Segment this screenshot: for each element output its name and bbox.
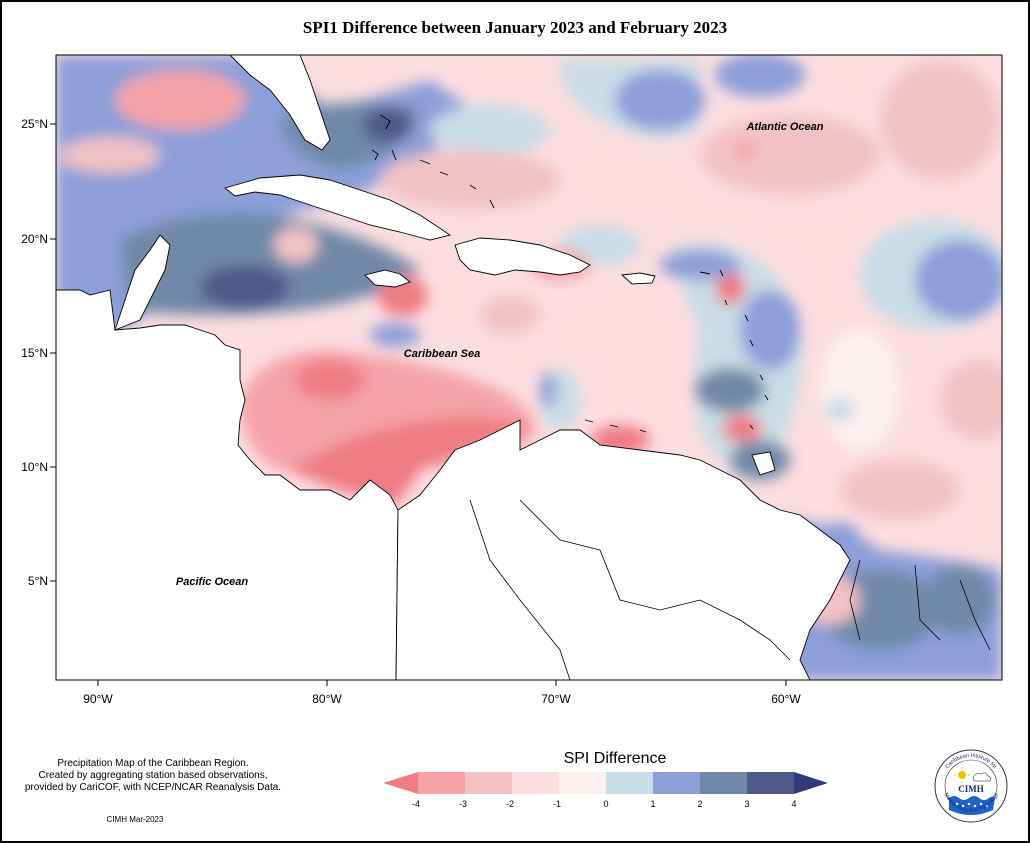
pacific-ocean-label: Pacific Ocean: [176, 576, 248, 588]
lat-label: 25°N: [21, 117, 48, 131]
footnote-line: Precipitation Map of the Caribbean Regio…: [57, 758, 249, 769]
legend-swatch: [606, 772, 653, 794]
footnote-line: provided by CariCOF, with NCEP/NCAR Rean…: [24, 782, 282, 793]
lat-label: 10°N: [21, 460, 48, 474]
lat-label: 15°N: [21, 346, 48, 360]
legend-swatch: [653, 772, 700, 794]
plot-border: [55, 54, 1003, 681]
legend-swatch: [465, 772, 512, 794]
cimh-logo: CIMH Caribbean Institute for Meteorology…: [934, 749, 1008, 823]
legend-swatch: [512, 772, 559, 794]
sun-icon: [958, 771, 966, 779]
legend-tick-label: 3: [744, 799, 749, 809]
legend-tick-label: -4: [412, 799, 420, 809]
map-title: SPI1 Difference between January 2023 and…: [302, 18, 728, 37]
legend-tick-label: 1: [650, 799, 655, 809]
legend-swatch: [747, 772, 794, 794]
waves-icon: [949, 796, 995, 815]
legend-swatch: [418, 772, 465, 794]
legend-title: SPI Difference: [563, 750, 667, 767]
legend-colorbar: [383, 772, 828, 794]
legend-ticks: -4 -3 -2 -1 0 1 2 3 4: [412, 799, 797, 809]
credit-text: CIMH Mar-2023: [106, 815, 164, 824]
legend-tick-label: 0: [603, 799, 608, 809]
lon-label: 80°W: [312, 692, 342, 706]
legend-swatch-gt-4: [794, 772, 828, 794]
lat-label: 20°N: [21, 232, 48, 246]
caribbean-sea-label: Caribbean Sea: [404, 348, 480, 360]
lon-label: 90°W: [83, 692, 113, 706]
legend-tick-label: 2: [697, 799, 702, 809]
legend-swatch-lt-4: [383, 772, 418, 794]
lat-label: 5°N: [28, 574, 48, 588]
longitude-axis: [97, 680, 787, 686]
atlantic-ocean-label: Atlantic Ocean: [745, 121, 823, 133]
land-masses: [56, 55, 851, 680]
legend-tick-label: -2: [506, 799, 514, 809]
legend-tick-label: 4: [791, 799, 796, 809]
legend-swatch: [700, 772, 747, 794]
small-islands: [371, 114, 769, 433]
cloud-icon: [972, 772, 992, 782]
lon-label: 60°W: [771, 692, 801, 706]
footnote-line: Created by aggregating station based obs…: [38, 770, 268, 781]
legend-tick-label: -3: [459, 799, 467, 809]
latitude-axis: [50, 123, 56, 582]
latitude-labels: 25°N 20°N 15°N 10°N 5°N: [21, 117, 48, 588]
footnote: Precipitation Map of the Caribbean Regio…: [8, 758, 298, 794]
logo-acronym: CIMH: [958, 784, 984, 794]
lon-label: 70°W: [541, 692, 571, 706]
longitude-labels: 90°W 80°W 70°W 60°W: [83, 692, 801, 706]
spi-field: [56, 55, 1002, 680]
legend-swatch: [559, 772, 606, 794]
country-borders: [469, 499, 991, 680]
legend-tick-label: -1: [553, 799, 561, 809]
